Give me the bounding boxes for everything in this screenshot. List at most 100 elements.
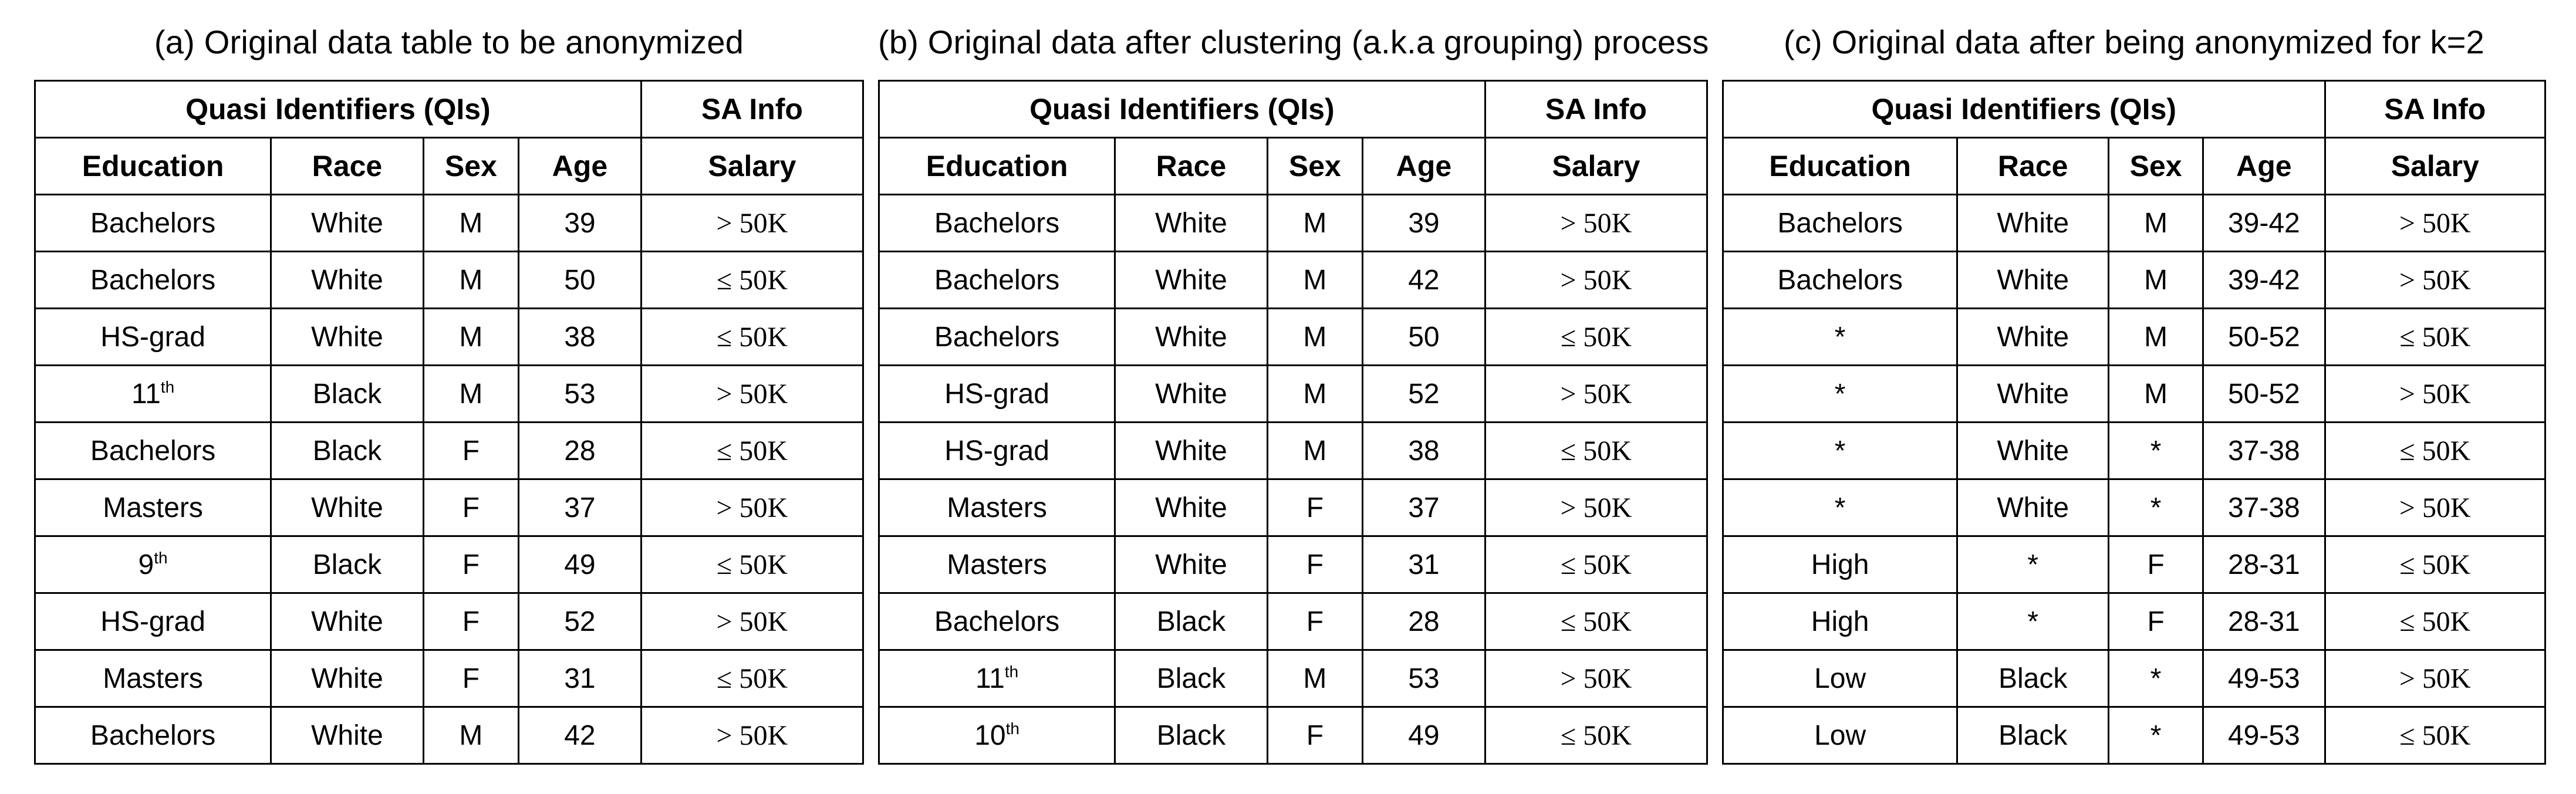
table-row: Bachelors White M 42 > 50K bbox=[877, 251, 1709, 309]
cell-sex: F bbox=[1266, 535, 1364, 594]
cell-race: White bbox=[1956, 478, 2110, 537]
col-header-salary: Salary bbox=[2324, 137, 2547, 195]
cell-salary: ≤ 50K bbox=[2324, 592, 2547, 651]
col-header-race: Race bbox=[270, 137, 424, 195]
cell-race: White bbox=[1114, 364, 1268, 423]
education-value: Bachelors bbox=[90, 207, 216, 239]
table-row: Masters White F 37 > 50K bbox=[33, 478, 865, 537]
col-header-salary: Salary bbox=[1484, 137, 1709, 195]
table-row: HS-grad White M 38 ≤ 50K bbox=[877, 421, 1709, 480]
cell-age: 28 bbox=[1362, 592, 1486, 651]
cell-salary: > 50K bbox=[1484, 364, 1709, 423]
cell-age: 37-38 bbox=[2202, 421, 2326, 480]
cell-age: 50 bbox=[1362, 308, 1486, 366]
cell-race: Black bbox=[1114, 649, 1268, 708]
cell-race: White bbox=[270, 592, 424, 651]
table-row: Bachelors White M 39 > 50K bbox=[33, 194, 865, 252]
ordinal-suffix: th bbox=[160, 377, 175, 396]
education-value: Bachelors bbox=[90, 264, 216, 296]
cell-education: Masters bbox=[33, 478, 272, 537]
cell-race: Black bbox=[1956, 706, 2110, 765]
cell-race: Black bbox=[1114, 706, 1268, 765]
cell-education: Masters bbox=[877, 535, 1116, 594]
cell-education: Low bbox=[1721, 649, 1959, 708]
col-header-age: Age bbox=[2202, 137, 2326, 195]
table-row: HS-grad White M 38 ≤ 50K bbox=[33, 308, 865, 366]
cell-sex: M bbox=[2108, 251, 2204, 309]
cell-age: 50-52 bbox=[2202, 364, 2326, 423]
education-value: Masters bbox=[103, 663, 203, 694]
cell-race: White bbox=[270, 649, 424, 708]
table-row: Low Black * 49-53 ≤ 50K bbox=[1721, 706, 2547, 765]
cell-education: High bbox=[1721, 535, 1959, 594]
cell-race: * bbox=[1956, 535, 2110, 594]
cell-salary: ≤ 50K bbox=[1484, 706, 1709, 765]
data-table: Quasi Identifiers (QIs) SA Info Educatio… bbox=[1721, 80, 2547, 765]
cell-sex: F bbox=[1266, 706, 1364, 765]
cell-education: Bachelors bbox=[1721, 194, 1959, 252]
cell-education: * bbox=[1721, 308, 1959, 366]
cell-race: White bbox=[1114, 535, 1268, 594]
cell-salary: ≤ 50K bbox=[640, 308, 865, 366]
table-row: Bachelors White M 39-42 > 50K bbox=[1721, 194, 2547, 252]
table-row: 10th Black F 49 ≤ 50K bbox=[877, 706, 1709, 765]
ordinal-suffix: th bbox=[1004, 662, 1019, 681]
panel-b: (b) Original data after clustering (a.k.… bbox=[877, 18, 1709, 765]
education-value: * bbox=[1834, 321, 1846, 353]
education-value: High bbox=[1811, 549, 1869, 580]
col-header-age: Age bbox=[1362, 137, 1486, 195]
education-value: * bbox=[1834, 435, 1846, 467]
cell-education: High bbox=[1721, 592, 1959, 651]
cell-race: White bbox=[1114, 421, 1268, 480]
panel-caption: (b) Original data after clustering (a.k.… bbox=[878, 23, 1709, 60]
sa-group-header: SA Info bbox=[1484, 80, 1709, 138]
cell-sex: M bbox=[422, 251, 520, 309]
table-row: High * F 28-31 ≤ 50K bbox=[1721, 535, 2547, 594]
table-row: 9th Black F 49 ≤ 50K bbox=[33, 535, 865, 594]
cell-sex: F bbox=[2108, 535, 2204, 594]
cell-age: 42 bbox=[518, 706, 642, 765]
table-row: Masters White F 31 ≤ 50K bbox=[33, 649, 865, 708]
cell-education: Masters bbox=[877, 478, 1116, 537]
data-table: Quasi Identifiers (QIs) SA Info Educatio… bbox=[33, 80, 865, 765]
cell-sex: M bbox=[1266, 194, 1364, 252]
education-value: Bachelors bbox=[934, 207, 1060, 239]
cell-age: 49 bbox=[1362, 706, 1486, 765]
table-row: 11th Black M 53 > 50K bbox=[33, 364, 865, 423]
cell-age: 37 bbox=[1362, 478, 1486, 537]
cell-sex: M bbox=[2108, 364, 2204, 423]
cell-sex: F bbox=[422, 649, 520, 708]
education-value: Bachelors bbox=[934, 606, 1060, 637]
education-value: 9 bbox=[138, 549, 154, 580]
education-value: Masters bbox=[947, 492, 1047, 523]
cell-race: Black bbox=[270, 364, 424, 423]
cell-race: White bbox=[1956, 251, 2110, 309]
cell-salary: ≤ 50K bbox=[1484, 308, 1709, 366]
cell-education: HS-grad bbox=[33, 308, 272, 366]
cell-age: 28-31 bbox=[2202, 535, 2326, 594]
panel-c: (c) Original data after being anonymized… bbox=[1721, 18, 2547, 765]
cell-age: 39 bbox=[518, 194, 642, 252]
cell-salary: > 50K bbox=[2324, 194, 2547, 252]
cell-salary: ≤ 50K bbox=[1484, 592, 1709, 651]
cell-race: White bbox=[1956, 421, 2110, 480]
col-header-education: Education bbox=[877, 137, 1116, 195]
cell-sex: M bbox=[1266, 251, 1364, 309]
cell-race: Black bbox=[270, 421, 424, 480]
table-row: Bachelors White M 50 ≤ 50K bbox=[33, 251, 865, 309]
cell-education: Low bbox=[1721, 706, 1959, 765]
cell-race: White bbox=[270, 706, 424, 765]
table-row: Bachelors White M 39-42 > 50K bbox=[1721, 251, 2547, 309]
cell-race: White bbox=[1114, 308, 1268, 366]
cell-education: Bachelors bbox=[1721, 251, 1959, 309]
cell-age: 28 bbox=[518, 421, 642, 480]
cell-education: Bachelors bbox=[877, 308, 1116, 366]
sa-group-header: SA Info bbox=[2324, 80, 2547, 138]
cell-education: Bachelors bbox=[33, 706, 272, 765]
education-value: Bachelors bbox=[1777, 264, 1903, 296]
education-value: Bachelors bbox=[1777, 207, 1903, 239]
cell-age: 49 bbox=[518, 535, 642, 594]
cell-age: 42 bbox=[1362, 251, 1486, 309]
cell-salary: > 50K bbox=[2324, 478, 2547, 537]
cell-sex: M bbox=[1266, 308, 1364, 366]
